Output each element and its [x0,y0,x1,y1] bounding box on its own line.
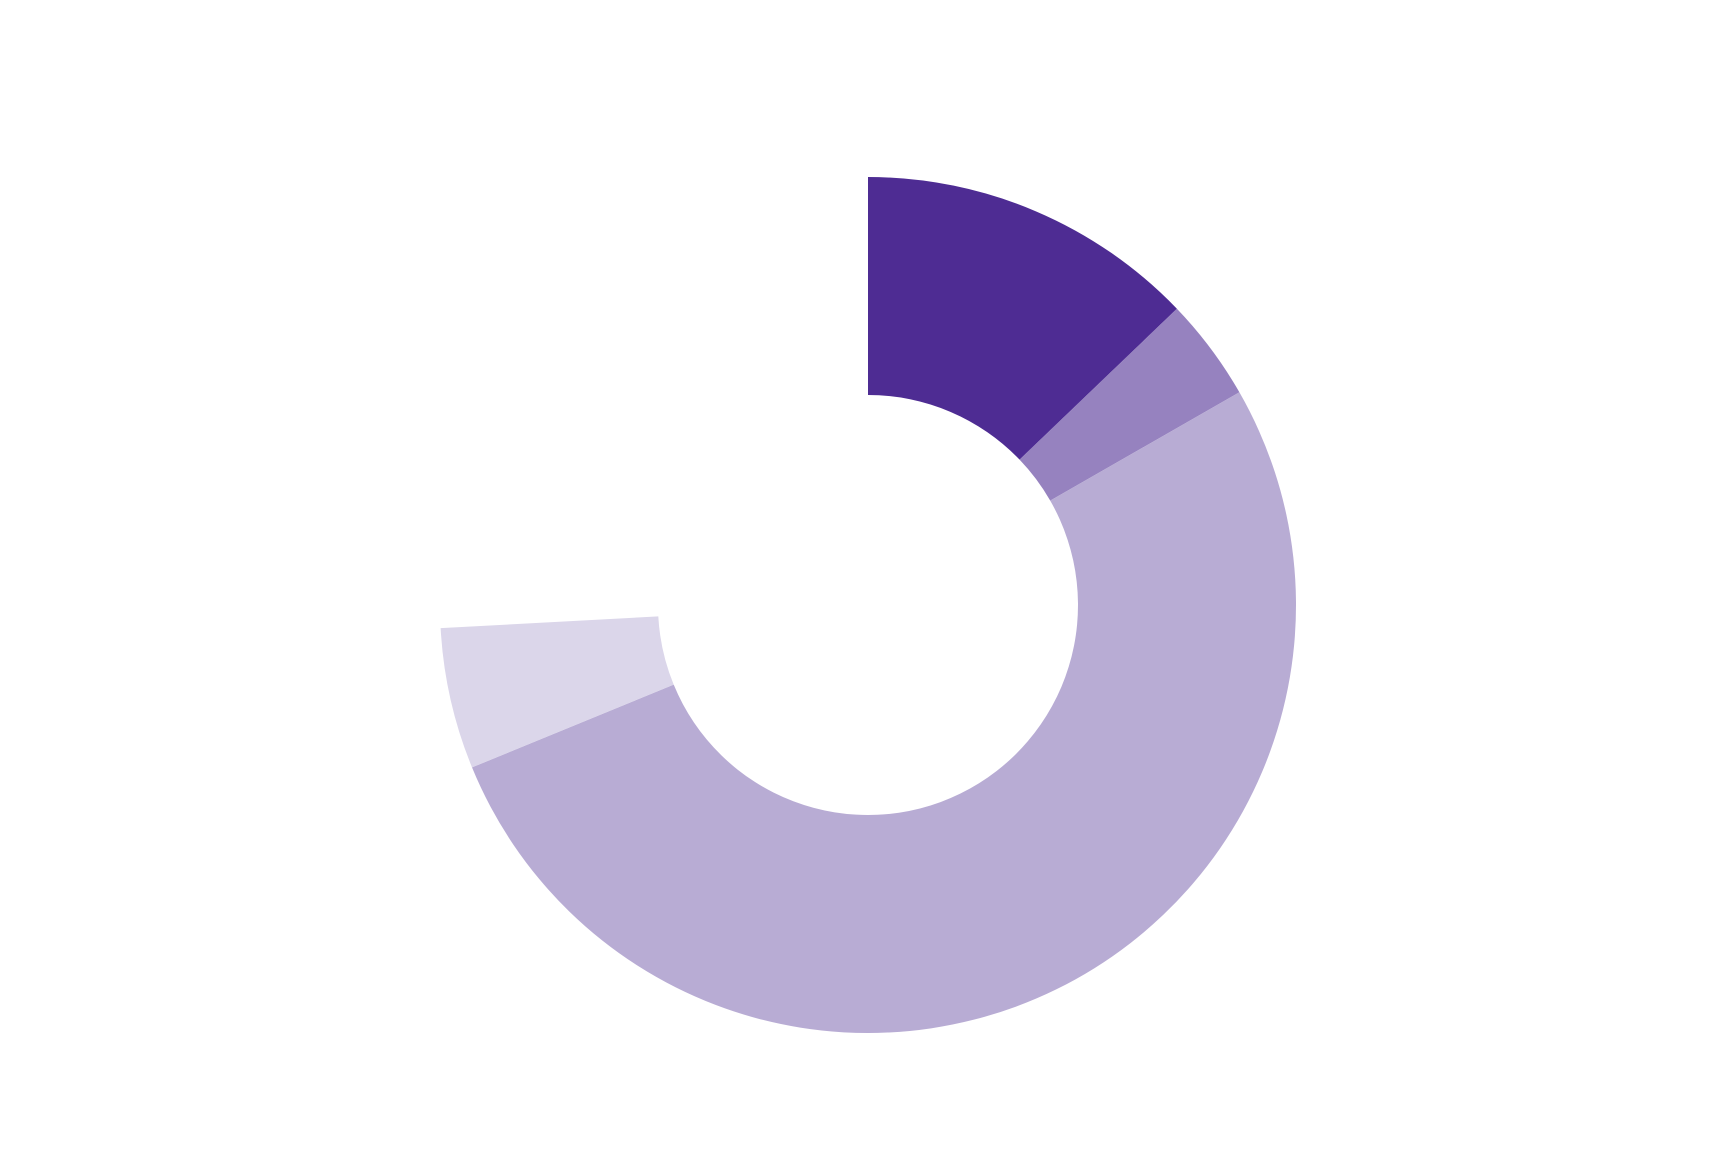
donut-slice-3 [472,392,1297,1034]
donut-slice-2 [1019,308,1240,501]
donut-slice-1 [868,177,1177,460]
donut-slice-4 [440,616,674,768]
donut-slices [440,177,1297,1034]
